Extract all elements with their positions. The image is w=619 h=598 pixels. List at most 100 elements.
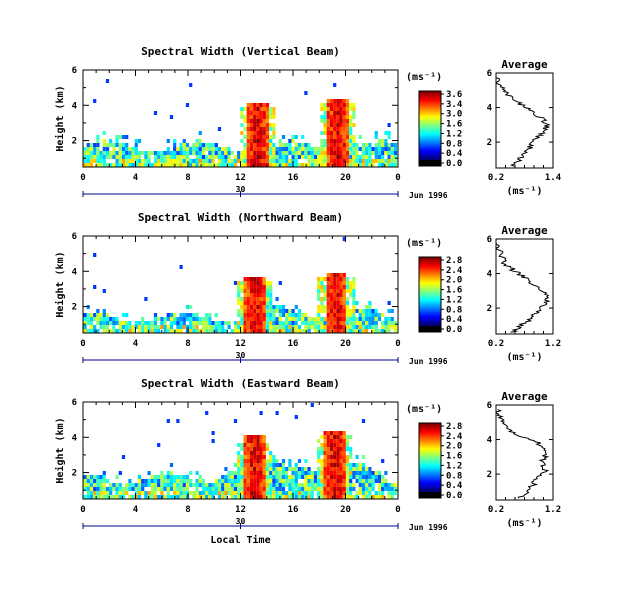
heatmap-cell	[259, 305, 263, 309]
heatmap-cell	[243, 329, 247, 333]
heatmap-cell	[365, 321, 369, 325]
heatmap-cell	[121, 487, 126, 491]
heatmap-cell	[233, 471, 238, 475]
heatmap-cell	[355, 329, 359, 333]
heatmap-cell	[320, 285, 324, 289]
heatmap-cell	[349, 131, 353, 135]
heatmap-cell	[384, 329, 388, 333]
heatmap-cell	[169, 463, 174, 467]
heatmap-cell	[269, 475, 273, 479]
heatmap-cell	[150, 151, 154, 155]
heatmap-cell	[134, 163, 138, 167]
heatmap-cell	[355, 159, 359, 163]
heatmap-cell	[83, 325, 87, 329]
colorbar-segment	[419, 474, 441, 478]
heatmap-cell	[342, 293, 346, 297]
heatmap-cell	[345, 163, 350, 167]
heatmap-cell	[134, 495, 138, 499]
heatmap-cell	[198, 159, 202, 163]
heatmap-cell	[342, 329, 346, 333]
heatmap-cell	[342, 495, 346, 499]
heatmap-cell	[269, 297, 273, 301]
heatmap-cell	[249, 293, 254, 297]
heatmap-cell	[169, 163, 174, 167]
heatmap-cell	[121, 151, 126, 155]
heatmap-cell	[288, 143, 292, 147]
colorbar-segment	[419, 315, 441, 318]
heatmap-cell	[243, 155, 247, 159]
heatmap-cell	[249, 285, 254, 289]
heatmap-cell	[355, 325, 359, 329]
heatmap-cell	[201, 491, 206, 495]
heatmap-cell	[368, 305, 372, 309]
heatmap-cell	[285, 467, 289, 471]
heatmap-cell	[259, 131, 263, 135]
heatmap-cell	[368, 151, 372, 155]
heatmap-cell	[83, 163, 87, 167]
heatmap-cell	[128, 483, 132, 487]
heatmap-cell	[253, 135, 257, 139]
heatmap-cell	[301, 143, 305, 147]
heatmap-cell	[192, 151, 196, 155]
heatmap-cell	[333, 159, 337, 163]
heatmap-cell	[112, 329, 116, 333]
heatmap-cell	[192, 317, 196, 321]
heatmap-cell	[275, 297, 279, 301]
heatmap-cell	[256, 151, 260, 155]
heatmap-cell	[243, 447, 247, 451]
heatmap-cell	[189, 325, 193, 329]
heatmap-cell	[361, 147, 366, 151]
heatmap-cell	[259, 483, 263, 487]
heatmap-cell	[253, 115, 257, 119]
heatmap-cell	[339, 309, 343, 313]
heatmap-cell	[345, 463, 350, 467]
colorbar-tick-label: 2.8	[446, 256, 462, 266]
heatmap-cell	[361, 479, 366, 483]
heatmap-cell	[349, 123, 353, 127]
colorbar-segment	[419, 270, 441, 274]
heatmap-cell	[105, 313, 110, 317]
heatmap-cell	[368, 159, 372, 163]
heatmap-cell	[336, 139, 340, 143]
heatmap-cell	[157, 155, 161, 159]
heatmap-cell	[288, 467, 292, 471]
heatmap-cell	[326, 447, 330, 451]
heatmap-cell	[323, 163, 327, 167]
heatmap-cell	[371, 321, 375, 325]
heatmap-cell	[259, 281, 263, 285]
heatmap-cell	[342, 163, 346, 167]
heatmap-cell	[381, 313, 385, 317]
heatmap-cell	[272, 115, 276, 119]
heatmap-cell	[272, 471, 276, 475]
heatmap-cell	[339, 435, 343, 439]
heatmap-cell	[166, 163, 170, 167]
heatmap-cell	[326, 443, 330, 447]
heatmap-cell	[243, 479, 247, 483]
heatmap-cell	[246, 305, 250, 309]
heatmap-cell	[352, 483, 356, 487]
heatmap-cell	[253, 139, 257, 143]
heatmap-cell	[352, 135, 356, 139]
heatmap-cell	[169, 329, 174, 333]
heatmap-cell	[246, 281, 250, 285]
heatmap-cell	[275, 463, 279, 467]
heatmap-cell	[265, 325, 270, 329]
heatmap-cell	[173, 313, 177, 317]
heatmap-cell	[86, 313, 90, 317]
heatmap-cell	[281, 459, 286, 463]
heatmap-cell	[374, 317, 378, 321]
heatmap-cell	[89, 483, 94, 487]
heatmap-cell	[201, 317, 206, 321]
heatmap-cell	[179, 479, 183, 483]
heatmap-cell	[349, 293, 353, 297]
heatmap-cell	[333, 147, 337, 151]
heatmap-cell	[249, 475, 254, 479]
heatmap-cell	[323, 285, 327, 289]
heatmap-cell	[323, 491, 327, 495]
colorbar-frame	[418, 90, 442, 167]
heatmap-cell	[320, 329, 324, 333]
heatmap-cell	[99, 313, 103, 317]
heatmap-cell	[249, 139, 254, 143]
heatmap-cell	[294, 483, 298, 487]
heatmap-cell	[153, 495, 158, 499]
